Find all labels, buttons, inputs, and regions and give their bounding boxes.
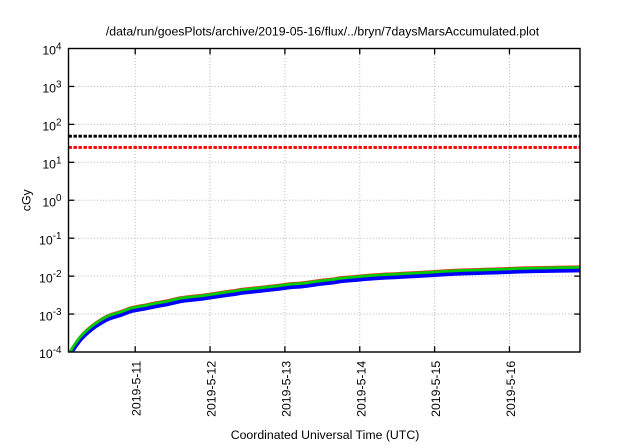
svg-text:2019-5-11: 2019-5-11	[130, 361, 144, 416]
svg-text:2019-5-15: 2019-5-15	[429, 361, 443, 417]
svg-text:2019-5-14: 2019-5-14	[354, 361, 368, 417]
svg-text:/data/run/goesPlots/archive/20: /data/run/goesPlots/archive/2019-05-16/f…	[106, 25, 540, 39]
svg-text:2019-5-13: 2019-5-13	[279, 361, 293, 417]
svg-text:Coordinated Universal Time (UT: Coordinated Universal Time (UTC)	[231, 428, 420, 442]
svg-text:2019-5-16: 2019-5-16	[504, 361, 518, 417]
svg-text:cGy: cGy	[20, 188, 34, 211]
svg-text:2019-5-12: 2019-5-12	[205, 361, 219, 417]
